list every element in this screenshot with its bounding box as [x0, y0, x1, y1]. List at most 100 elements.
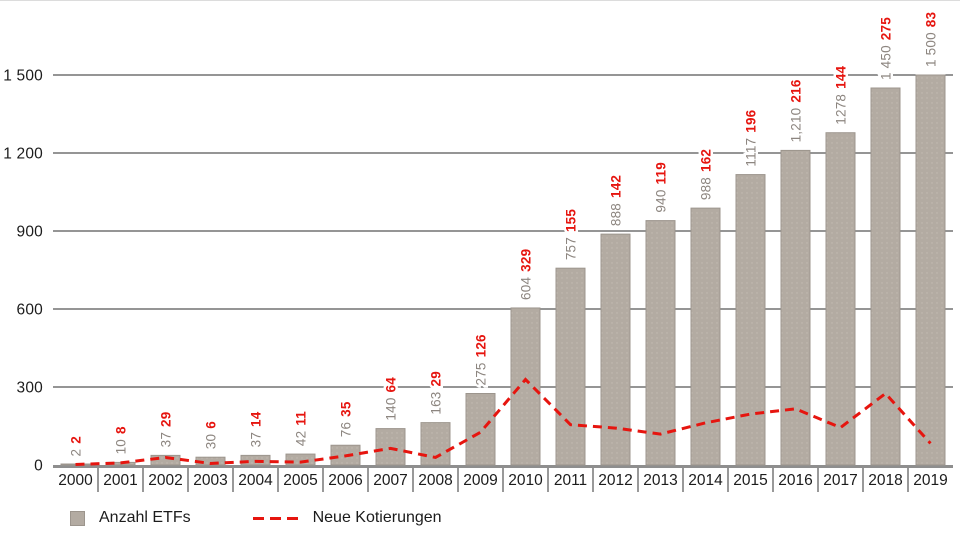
line-value-label: 155 — [564, 209, 579, 232]
line-value-label: 11 — [294, 411, 309, 426]
x-axis-label-2017: 2017 — [823, 472, 857, 489]
value-label-2012: 888142 — [609, 175, 624, 226]
bar-2019 — [915, 74, 946, 466]
x-axis-label-2018: 2018 — [868, 472, 902, 489]
x-axis-label-2007: 2007 — [373, 472, 407, 489]
y-axis-label: 900 — [17, 224, 44, 241]
value-label-2013: 940119 — [654, 162, 669, 213]
legend-item-neue-kotierungen: Neue Kotierungen — [252, 509, 442, 527]
x-axis-label-2016: 2016 — [778, 472, 812, 489]
bar-value-label: 1 450 — [879, 45, 894, 80]
line-value-label: 216 — [789, 79, 804, 102]
line-value-label: 144 — [834, 65, 849, 88]
value-label-2000: 22 — [69, 436, 84, 456]
value-label-2008: 16329 — [429, 371, 444, 415]
bar-value-label: 1117 — [744, 138, 759, 167]
legend-label-anzahl-etfs: Anzahl ETFs — [99, 509, 191, 526]
value-label-2004: 3714 — [249, 411, 264, 447]
line-value-label: 275 — [879, 17, 894, 40]
value-label-2009: 275126 — [474, 334, 489, 386]
bar-2013 — [645, 220, 676, 466]
x-axis-label-2005: 2005 — [283, 472, 317, 489]
value-label-2010: 604329 — [519, 249, 534, 300]
x-axis-label-2014: 2014 — [688, 472, 723, 489]
y-axis-label: 600 — [17, 302, 44, 319]
bar-value-label: 988 — [699, 177, 714, 200]
bar-value-label: 757 — [564, 237, 579, 260]
line-value-label: 64 — [384, 377, 399, 393]
bar-value-label: 163 — [429, 391, 444, 414]
bar-2009 — [465, 393, 496, 466]
line-value-label: 83 — [924, 11, 939, 27]
x-axis-label-2011: 2011 — [554, 472, 587, 489]
bar-2007 — [375, 428, 406, 466]
line-value-label: 29 — [159, 412, 174, 427]
x-axis-label-2013: 2013 — [643, 472, 677, 489]
y-axis-label: 300 — [17, 380, 44, 397]
value-label-2018: 1 450 275 — [879, 17, 894, 80]
bar-value-label: 604 — [519, 277, 534, 300]
bar-2012 — [600, 233, 631, 466]
bar-2015 — [735, 174, 766, 466]
bar-value-label: 37 — [249, 432, 264, 447]
y-axis-label: 1 500 — [3, 68, 43, 85]
line-value-label: 2 — [69, 436, 84, 444]
line-value-label: 29 — [429, 371, 444, 386]
x-axis-label-2010: 2010 — [508, 472, 543, 489]
bar-2017 — [825, 132, 856, 466]
bar-value-label: 940 — [654, 189, 669, 212]
value-label-2014: 988162 — [699, 149, 714, 200]
bar-value-label: 37 — [159, 432, 174, 447]
line-value-label: 8 — [114, 426, 129, 434]
line-value-label: 119 — [654, 162, 669, 184]
value-label-2002: 3729 — [159, 412, 174, 448]
bar-value-label: 2 — [69, 449, 84, 457]
line-value-label: 329 — [519, 249, 534, 272]
bar-value-label: 275 — [474, 362, 489, 385]
value-label-2019: 1 500 83 — [924, 11, 939, 67]
x-axis-label-2000: 2000 — [58, 472, 93, 489]
x-axis-label-2015: 2015 — [733, 472, 767, 489]
x-axis-label-2019: 2019 — [913, 472, 947, 489]
value-label-2015: 1117 196 — [744, 109, 759, 166]
line-value-label: 6 — [204, 421, 219, 429]
line-value-label: 35 — [339, 401, 354, 417]
line-value-label: 142 — [609, 175, 624, 198]
bar-value-label: 42 — [294, 431, 309, 446]
line-value-label: 196 — [744, 109, 759, 132]
bar-value-label: 888 — [609, 203, 624, 226]
x-axis-label-2012: 2012 — [598, 472, 632, 489]
bar-value-label: 1,210 — [789, 108, 804, 143]
x-axis-label-2004: 2004 — [238, 472, 273, 489]
bar-value-label: 10 — [114, 439, 129, 454]
bar-value-label: 1 500 — [924, 32, 939, 67]
chart-legend: Anzahl ETFs Neue Kotierungen — [70, 509, 442, 527]
bar-value-label: 76 — [339, 422, 354, 437]
value-label-2005: 4211 — [294, 411, 309, 446]
x-axis-label-2006: 2006 — [328, 472, 362, 489]
bar-value-label: 1278 — [834, 94, 849, 125]
x-axis-label-2008: 2008 — [418, 472, 452, 489]
legend-item-anzahl-etfs: Anzahl ETFs — [70, 509, 191, 527]
dashed-line-icon — [252, 516, 299, 520]
y-axis-label: 0 — [34, 458, 43, 475]
x-axis-label-2009: 2009 — [463, 472, 497, 489]
legend-label-neue-kotierungen: Neue Kotierungen — [312, 509, 442, 526]
bar-2011 — [555, 267, 586, 466]
bar-value-label: 30 — [204, 434, 219, 449]
x-axis-label-2003: 2003 — [193, 472, 227, 489]
line-value-label: 162 — [699, 149, 714, 172]
value-label-2007: 14064 — [384, 377, 399, 421]
value-label-2016: 1,210 216 — [789, 79, 804, 142]
value-label-2001: 10 8 — [114, 426, 129, 454]
x-axis-label-2002: 2002 — [148, 472, 182, 489]
x-axis-label-2001: 2001 — [103, 472, 137, 489]
line-value-label: 126 — [474, 334, 489, 357]
bar-2010 — [510, 307, 541, 466]
value-label-2017: 1278 144 — [834, 65, 849, 124]
bar-value-label: 140 — [384, 397, 399, 420]
line-value-label: 14 — [249, 411, 264, 427]
y-axis-label: 1 200 — [3, 146, 43, 163]
